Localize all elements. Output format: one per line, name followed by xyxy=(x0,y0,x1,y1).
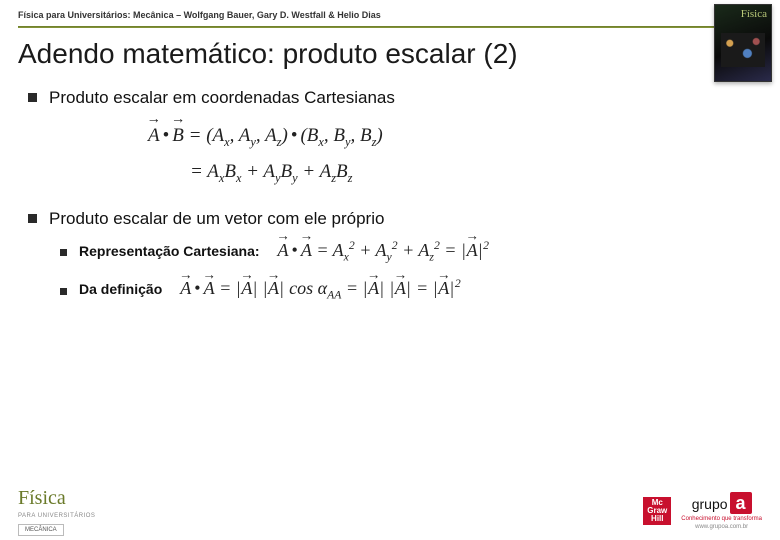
footer: Física PARA UNIVERSITÁRIOS MECÂNICA Mc G… xyxy=(0,482,780,540)
square-bullet-icon xyxy=(60,288,67,295)
logo-text: Hill xyxy=(651,515,663,523)
sub-item-label: Da definição xyxy=(79,281,162,297)
sub-item-label: Representação Cartesiana: xyxy=(79,243,260,259)
square-bullet-icon xyxy=(28,93,37,102)
square-bullet-icon xyxy=(28,214,37,223)
item-text: Produto escalar de um vetor com ele próp… xyxy=(49,209,384,229)
sub-list: Representação Cartesiana: A•A = Ax2 + Ay… xyxy=(28,239,762,302)
publisher-logo-left: Física PARA UNIVERSITÁRIOS MECÂNICA xyxy=(18,487,95,536)
item-text: Produto escalar em coordenadas Cartesian… xyxy=(49,88,395,108)
publisher-logos-right: Mc Graw Hill grupo a Conhecimento que tr… xyxy=(643,492,762,530)
equation-line: A•B = (Ax, Ay, Az)•(Bx, By, Bz) xyxy=(148,118,762,154)
grupo-text: grupo xyxy=(692,496,728,512)
slide-title: Adendo matemático: produto escalar (2) xyxy=(18,38,762,70)
book-cover-thumbnail xyxy=(714,4,772,82)
equation-inline: A•A = A A cos αAA = A A = A2 xyxy=(180,277,460,302)
content-area: Produto escalar em coordenadas Cartesian… xyxy=(0,88,780,302)
sub-bullet-item: Da definição A•A = A A cos αAA = A A = A… xyxy=(60,277,762,302)
bullet-item: Produto escalar de um vetor com ele próp… xyxy=(28,209,762,229)
equation-line: = AxBx + AyBy + AzBz xyxy=(148,154,762,190)
grupo-a-logo: grupo a Conhecimento que transforma www.… xyxy=(681,492,762,530)
grupo-a-badge: a xyxy=(730,492,752,514)
grupo-a-top: grupo a xyxy=(692,492,752,514)
bullet-item: Produto escalar em coordenadas Cartesian… xyxy=(28,88,762,108)
sub-bullet-item: Representação Cartesiana: A•A = Ax2 + Ay… xyxy=(60,239,762,264)
equation-inline: A•A = Ax2 + Ay2 + Az2 = A2 xyxy=(278,239,489,264)
fisica-logo-sub: PARA UNIVERSITÁRIOS xyxy=(18,513,95,519)
grupo-tagline: Conhecimento que transforma xyxy=(681,516,762,522)
fisica-logo-text: Física xyxy=(18,487,95,510)
header-citation: Física para Universitários: Mecânica – W… xyxy=(0,0,780,22)
mecanica-box: MECÂNICA xyxy=(18,524,64,536)
grupo-url: www.grupoa.com.br xyxy=(695,524,748,530)
header-divider xyxy=(18,26,762,28)
square-bullet-icon xyxy=(60,249,67,256)
mcgraw-hill-logo: Mc Graw Hill xyxy=(643,497,671,525)
equation-block: A•B = (Ax, Ay, Az)•(Bx, By, Bz) = AxBx +… xyxy=(148,118,762,191)
